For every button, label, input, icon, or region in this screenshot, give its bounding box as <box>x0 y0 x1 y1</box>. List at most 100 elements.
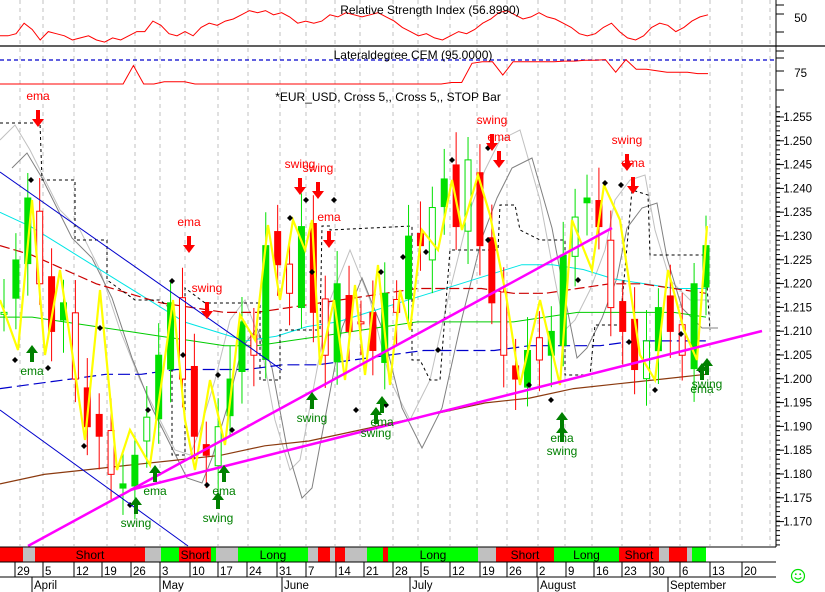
downtrend-line-1 <box>0 171 283 371</box>
arrow-down-icon <box>323 231 335 248</box>
day-label: 13 <box>712 566 725 578</box>
pivot-dot <box>309 269 315 275</box>
day-label: 20 <box>744 566 757 578</box>
signal-label: ema <box>177 215 201 229</box>
price-label: 1.220 <box>783 279 812 291</box>
price-label: 1.175 <box>783 493 812 505</box>
buy-signal: swing <box>692 358 723 391</box>
pivot-dot <box>81 443 87 449</box>
month-label: August <box>540 580 577 592</box>
signal-label: swing <box>361 426 392 440</box>
price-label: 1.250 <box>783 136 812 148</box>
pivot-dot <box>28 177 34 183</box>
signal-bar-segment-neutral <box>23 547 35 562</box>
pivot-dot <box>626 339 632 345</box>
uptrend-line-1 <box>27 226 613 548</box>
bull-candle <box>440 178 448 208</box>
arrow-down-icon <box>627 177 639 194</box>
arrow-up-icon <box>701 358 713 375</box>
day-label: 26 <box>509 566 522 578</box>
month-label: July <box>412 580 433 592</box>
price-label: 1.215 <box>783 302 812 314</box>
lateral-line <box>0 58 708 85</box>
month-label: September <box>670 580 726 592</box>
signal-bar-segment-long <box>161 547 179 562</box>
pivot-dot <box>169 278 175 284</box>
candlesticks <box>0 132 710 520</box>
pivot-dot <box>97 325 103 331</box>
pivot-dot <box>45 365 51 371</box>
day-label: 7 <box>308 566 314 578</box>
pivot-dot <box>435 347 441 353</box>
price-label: 1.235 <box>783 207 812 219</box>
signal-bar-label: Long <box>420 548 447 562</box>
signal-label: swing <box>285 157 316 171</box>
signal-bar-segment-neutral <box>478 547 496 562</box>
lateral-title: Lateraldegree CEM (95.0000) <box>334 48 493 62</box>
ema-cyan <box>0 211 706 342</box>
bear-candle <box>666 295 674 332</box>
pivot-dot <box>618 182 624 188</box>
arrow-up-icon <box>149 465 161 482</box>
bull-candle <box>131 454 139 487</box>
day-label: 26 <box>133 566 146 578</box>
bear-candle <box>488 237 496 304</box>
signal-bar-segment-neutral <box>145 547 161 562</box>
arrow-down-icon <box>201 302 213 319</box>
bear-candle <box>250 334 258 356</box>
bear-candle <box>274 231 282 266</box>
signal-bar-segment-short <box>496 547 554 562</box>
buy-signal: ema <box>20 345 44 378</box>
signal-bar-segment-short <box>318 547 330 562</box>
arrow-down-icon <box>486 134 498 151</box>
signal-label: swing <box>547 444 578 458</box>
day-label: 3 <box>162 566 168 578</box>
arrow-down-icon <box>621 154 633 171</box>
smiley-icon[interactable] <box>790 568 806 584</box>
bear-candle <box>309 223 317 313</box>
price-panel: *EUR_USD, Cross 5,, Cross 5,, STOP Bar e… <box>0 89 812 548</box>
sell-signal: ema <box>177 215 201 253</box>
bull-candle <box>24 197 32 265</box>
signal-label: ema <box>487 130 511 144</box>
price-label: 1.200 <box>783 374 812 386</box>
bear-candle <box>476 172 484 247</box>
rsi-panel: Relative Strength Index (56.8990) 50 <box>0 3 807 43</box>
signal-bar-segment-short <box>0 547 23 562</box>
day-label: 16 <box>596 566 609 578</box>
arrow-up-icon <box>556 425 568 442</box>
uptrend-line-2 <box>129 329 763 492</box>
month-label: May <box>162 580 184 592</box>
signal-label: swing <box>297 411 328 425</box>
day-label: 31 <box>279 566 292 578</box>
day-label: 23 <box>624 566 637 578</box>
month-label: June <box>284 580 309 592</box>
pivot-dot <box>449 157 455 163</box>
signal-bar-label: Long <box>573 548 600 562</box>
day-label: 10 <box>192 566 205 578</box>
day-label: 21 <box>366 566 379 578</box>
sell-signal: swing <box>303 161 333 199</box>
pivot-dot <box>12 357 18 363</box>
pivot-dot <box>331 197 337 203</box>
signal-label: swing <box>692 377 723 391</box>
bull-candle <box>464 159 472 232</box>
pivot-dot <box>180 352 186 358</box>
arrow-up-icon <box>130 497 142 514</box>
price-label: 1.255 <box>783 112 812 124</box>
day-label: 30 <box>652 566 665 578</box>
day-label: 9 <box>568 566 574 578</box>
buy-signal: ema <box>690 363 714 396</box>
bull-candle <box>690 283 698 370</box>
signal-label: ema <box>621 156 645 170</box>
arrow-up-icon <box>306 392 318 409</box>
buy-signal: swing <box>121 497 151 530</box>
signal-label: swing <box>192 281 223 295</box>
pivot-dot <box>400 254 406 260</box>
pivot-dot <box>548 397 554 403</box>
pivot-dot <box>145 407 151 413</box>
signal-label: ema <box>26 89 50 103</box>
price-label: 1.180 <box>783 469 812 481</box>
sell-signal: swing <box>192 281 223 319</box>
bear-candle <box>178 297 186 380</box>
